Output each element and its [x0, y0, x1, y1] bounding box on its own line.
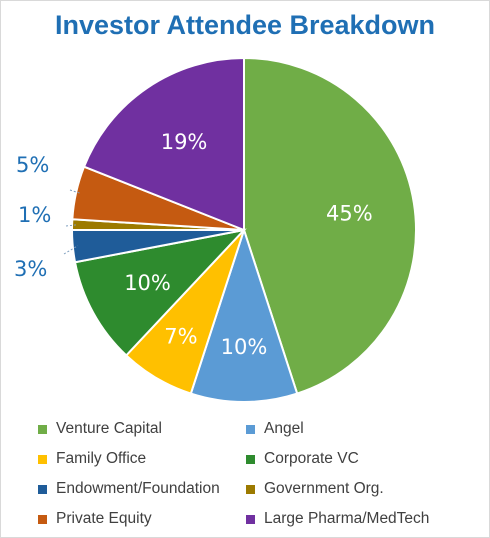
data-label-angel: 10%	[221, 335, 268, 359]
chart-title: Investor Attendee Breakdown	[54, 10, 436, 40]
pie-slice-angel	[189, 226, 299, 403]
chart-legend: Venture Capital Angel Family Office Corpora…	[38, 418, 478, 530]
data-label-large-pharma-medtech: 19%	[161, 130, 208, 154]
legend-item-corporate-vc: Corporate VC	[246, 448, 466, 470]
legend-swatch-angel	[246, 424, 255, 434]
pie-chart: 45% 10% 7% 10% 3% 1% 5% 19%	[14, 56, 418, 403]
legend-item-private-equity: Private Equity	[38, 508, 246, 530]
data-label-corporate-vc: 10%	[124, 271, 171, 295]
pie-slice-corporate-vc	[73, 228, 247, 357]
legend-label-endowment-foundation: Endowment/Foundation	[56, 480, 220, 497]
legend-swatch-private-equity	[38, 514, 47, 524]
legend-swatch-endowment-foundation	[38, 484, 47, 494]
legend-item-venture-capital: Venture Capital	[38, 418, 246, 440]
data-label-government-org: 1%	[18, 203, 51, 227]
legend-label-venture-capital: Venture Capital	[56, 420, 162, 437]
legend-swatch-venture-capital	[38, 424, 47, 434]
legend-swatch-corporate-vc	[246, 454, 255, 464]
legend-item-large-pharma-medtech: Large Pharma/MedTech	[246, 508, 466, 530]
legend-swatch-family-office	[38, 454, 47, 464]
legend-label-large-pharma-medtech: Large Pharma/MedTech	[264, 510, 430, 527]
leader-line-private-equity	[69, 189, 82, 195]
pie-slice-venture-capital	[243, 56, 418, 395]
legend-item-family-office: Family Office	[38, 448, 246, 470]
legend-item-government-org: Government Org.	[246, 478, 466, 500]
pie-slice-large-pharma-medtech	[82, 56, 245, 232]
data-label-family-office: 7%	[164, 325, 197, 349]
data-label-endowment-foundation: 3%	[14, 257, 47, 281]
legend-item-angel: Angel	[246, 418, 466, 440]
legend-swatch-large-pharma-medtech	[246, 514, 255, 524]
legend-label-corporate-vc: Corporate VC	[264, 450, 359, 467]
data-label-private-equity: 5%	[16, 153, 49, 177]
legend-label-private-equity: Private Equity	[56, 510, 152, 527]
legend-label-family-office: Family Office	[56, 450, 147, 467]
legend-swatch-government-org	[246, 484, 255, 494]
legend-label-government-org: Government Org.	[264, 480, 384, 497]
data-label-venture-capital: 45%	[326, 201, 373, 225]
legend-item-endowment-foundation: Endowment/Foundation	[38, 478, 246, 500]
leader-line-government-org	[65, 224, 78, 227]
leader-line-endowment-foundation	[63, 245, 79, 255]
legend-label-angel: Angel	[264, 420, 304, 437]
